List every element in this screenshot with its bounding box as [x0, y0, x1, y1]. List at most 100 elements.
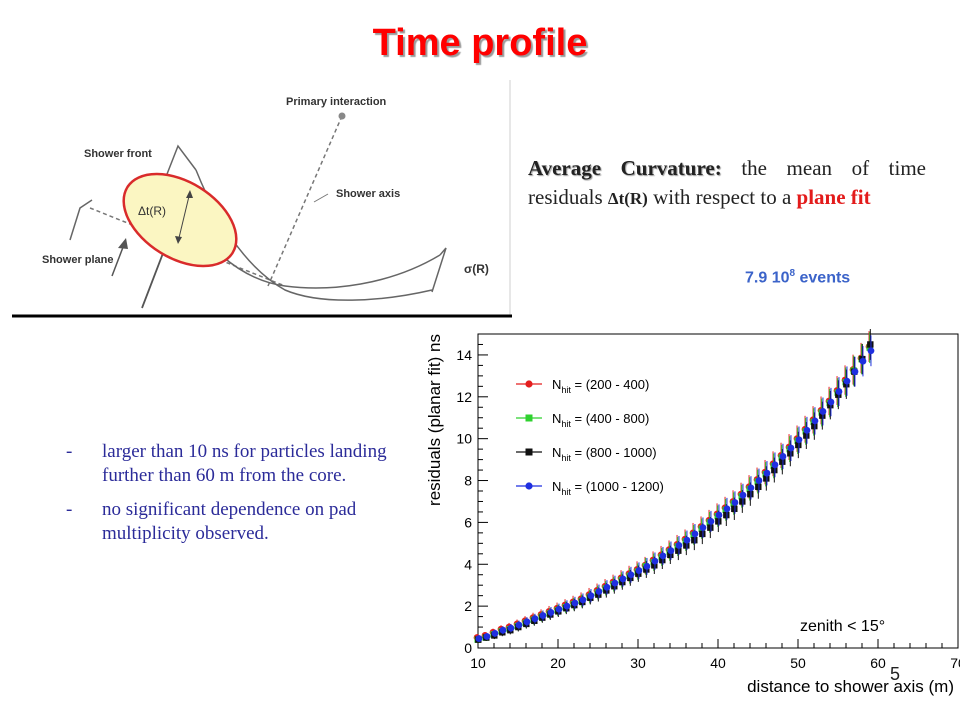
- data-point: [691, 536, 698, 544]
- event-count: 7.9 108 events: [745, 268, 850, 287]
- data-point: [739, 498, 746, 505]
- primary-interaction-label: Primary interaction: [286, 96, 387, 108]
- data-point: [659, 556, 666, 564]
- shower-front-edge: [431, 247, 447, 293]
- data-point: [779, 458, 786, 465]
- y-tick-label: 0: [464, 640, 472, 656]
- curvature-text-2: with respect to a: [647, 185, 797, 209]
- data-point: [563, 602, 571, 610]
- data-point: [707, 517, 715, 525]
- legend-marker: [525, 448, 533, 456]
- data-point: [715, 518, 722, 525]
- data-point: [475, 635, 483, 642]
- data-point: [851, 368, 859, 376]
- data-point: [699, 530, 706, 538]
- data-point: [675, 547, 682, 554]
- data-point: [771, 466, 778, 474]
- data-point: [787, 444, 795, 452]
- data-point: [683, 542, 690, 549]
- curvature-description: Average Curvature: the mean of time resi…: [528, 154, 926, 213]
- data-point: [539, 612, 547, 619]
- x-tick-label: 50: [790, 655, 806, 671]
- x-tick-label: 30: [630, 655, 646, 671]
- legend-label: Nhit = (1000 - 1200): [552, 479, 664, 497]
- data-point: [587, 592, 595, 600]
- legend-label: Nhit = (400 - 800): [552, 411, 649, 429]
- data-point: [675, 542, 683, 549]
- data-point: [667, 551, 674, 559]
- data-point: [843, 377, 851, 385]
- x-tick-label: 20: [550, 655, 566, 671]
- delta-t-label: Δt(R): [138, 204, 167, 218]
- shower-axis-label: Shower axis: [336, 188, 401, 200]
- data-point: [867, 347, 875, 355]
- data-point: [579, 596, 587, 604]
- data-point: [803, 426, 811, 434]
- data-point: [715, 511, 723, 519]
- bullet-item: - no significant dependence on pad multi…: [66, 498, 411, 546]
- data-point: [803, 432, 810, 439]
- data-point: [819, 408, 827, 415]
- zenith-annotation: zenith < 15°: [800, 618, 886, 635]
- y-tick-label: 8: [464, 473, 472, 489]
- data-point: [627, 571, 635, 579]
- data-point: [867, 341, 874, 348]
- y-axis-label: residuals (planar fit) ns: [425, 334, 444, 506]
- x-axis-label: distance to shower axis (m): [747, 677, 954, 696]
- data-point: [739, 491, 747, 499]
- data-point: [723, 505, 731, 513]
- legend-label: Nhit = (200 - 400): [552, 377, 649, 395]
- slide-title: Time profile: [372, 22, 588, 64]
- data-point: [507, 624, 515, 632]
- shower-diagram: Primary interaction Shower front Shower …: [0, 80, 512, 320]
- data-point: [635, 567, 643, 574]
- y-tick-label: 2: [464, 598, 472, 614]
- delta-t-arrowhead-top: [186, 190, 193, 198]
- shower-geometry-drawing: [12, 80, 512, 318]
- data-point: [787, 450, 794, 457]
- data-point: [659, 552, 667, 560]
- legend-marker: [525, 414, 533, 422]
- data-point: [779, 453, 787, 460]
- data-point: [651, 562, 658, 569]
- delta-t-symbol: Δt(R): [607, 189, 648, 208]
- data-point: [683, 536, 691, 544]
- data-point: [811, 417, 819, 425]
- y-tick-label: 6: [464, 514, 472, 530]
- data-point: [619, 575, 627, 583]
- event-count-value: 7.9 10: [745, 269, 790, 287]
- data-point: [707, 524, 714, 531]
- data-point: [667, 547, 675, 555]
- bullet-item: - larger than 10 ns for particles landin…: [66, 440, 411, 488]
- data-point: [811, 422, 818, 430]
- bullet-list: - larger than 10 ns for particles landin…: [66, 440, 411, 556]
- event-count-exponent: 8: [789, 268, 796, 279]
- legend-marker: [525, 482, 533, 490]
- data-point: [547, 609, 555, 616]
- data-point: [755, 477, 763, 484]
- data-point: [651, 557, 659, 565]
- axis-leader-line: [313, 193, 329, 203]
- particle-arrow-line: [141, 247, 166, 309]
- y-tick-label: 12: [456, 389, 472, 405]
- data-point: [827, 398, 835, 406]
- data-point: [755, 483, 762, 491]
- bullet-text: no significant dependence on pad multipl…: [102, 499, 357, 544]
- data-point: [515, 621, 523, 629]
- data-point: [499, 626, 507, 634]
- data-point: [483, 633, 491, 640]
- data-point: [763, 469, 771, 477]
- page-number: 5: [890, 664, 901, 684]
- curvature-text-1: the mean of time residuals: [528, 156, 926, 209]
- y-tick-label: 10: [456, 431, 472, 447]
- x-tick-label: 60: [870, 655, 886, 671]
- shower-axis-line: [267, 115, 343, 287]
- data-point: [795, 436, 803, 444]
- x-tick-label: 10: [470, 655, 486, 671]
- data-point: [523, 618, 531, 626]
- bullet-marker: -: [66, 499, 73, 520]
- data-point: [611, 579, 619, 587]
- data-point: [731, 505, 738, 512]
- data-point: [859, 357, 867, 365]
- bullet-marker: -: [66, 441, 73, 462]
